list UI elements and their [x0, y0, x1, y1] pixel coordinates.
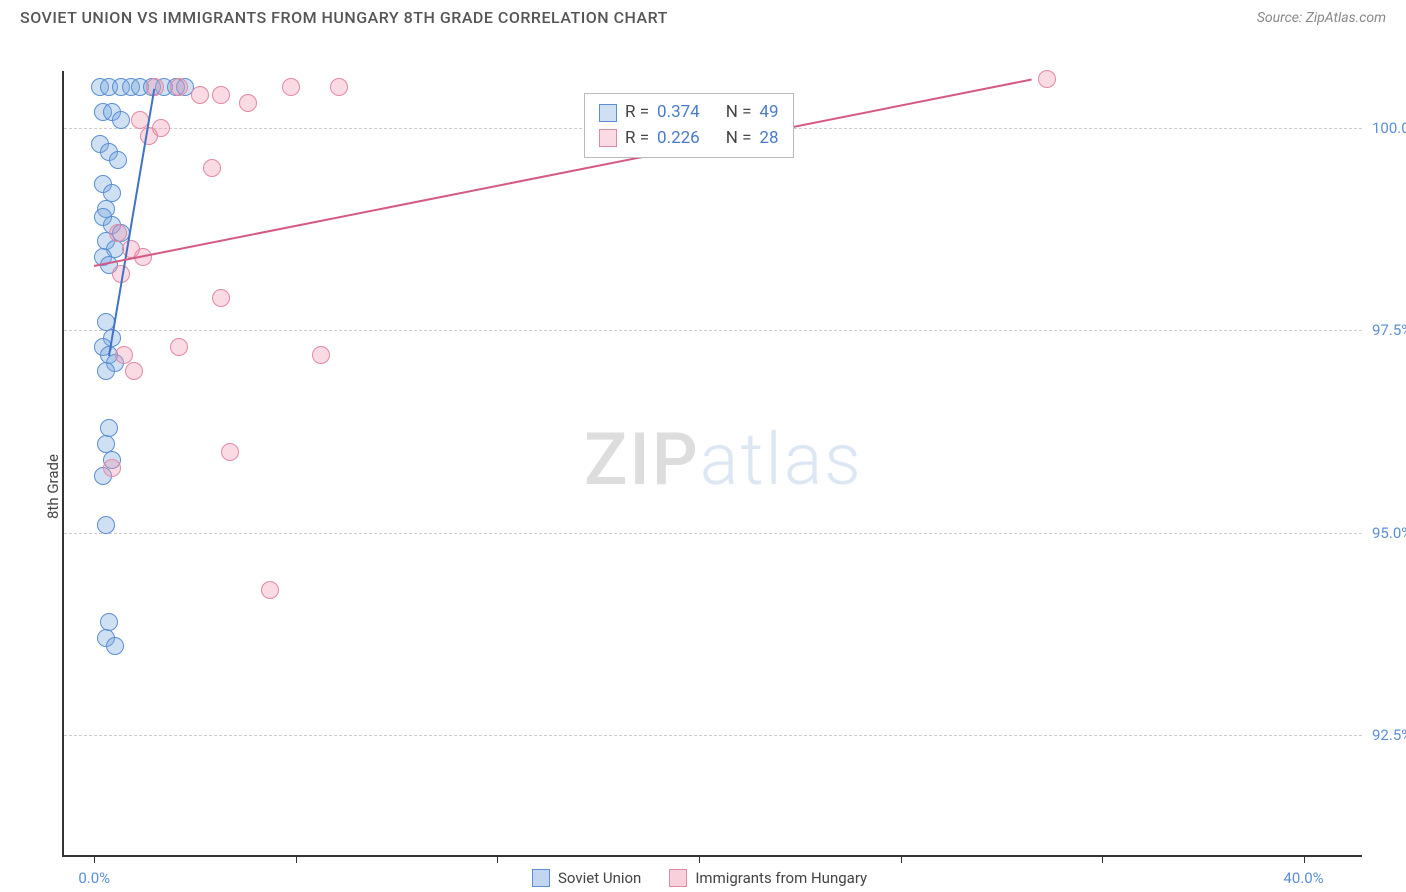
scatter-point: [146, 78, 164, 96]
legend-swatch: [532, 869, 550, 887]
scatter-point: [97, 362, 115, 380]
stats-n-label: N =: [726, 126, 752, 152]
x-tick: [497, 855, 498, 863]
scatter-point: [1038, 70, 1056, 88]
stats-box: R = 0.374 N = 49 R = 0.226 N = 28: [584, 93, 794, 158]
scatter-point: [125, 362, 143, 380]
legend: Soviet Union Immigrants from Hungary: [532, 869, 867, 887]
scatter-point: [221, 443, 239, 461]
scatter-point: [312, 346, 330, 364]
stats-row: R = 0.226 N = 28: [599, 126, 779, 152]
regression-line: [94, 79, 1032, 267]
x-tick: [296, 855, 297, 863]
stats-r-value: 0.374: [657, 100, 700, 126]
scatter-point: [191, 86, 209, 104]
legend-label: Immigrants from Hungary: [695, 869, 867, 887]
stats-n-label: N =: [726, 100, 752, 126]
stats-r-label: R =: [625, 126, 649, 152]
x-tick-label: 40.0%: [1283, 869, 1323, 887]
stats-row: R = 0.374 N = 49: [599, 100, 779, 126]
scatter-point: [97, 516, 115, 534]
scatter-point: [203, 159, 221, 177]
y-tick-label: 100.0%: [1372, 119, 1406, 137]
x-tick: [1102, 855, 1103, 863]
x-tick: [699, 855, 700, 863]
scatter-point: [212, 289, 230, 307]
chart-source: Source: ZipAtlas.com: [1257, 10, 1386, 26]
stats-swatch: [599, 129, 617, 147]
scatter-point: [140, 127, 158, 145]
y-tick-label: 92.5%: [1372, 726, 1406, 744]
stats-swatch: [599, 104, 617, 122]
gridline: [64, 533, 1362, 534]
scatter-point: [170, 338, 188, 356]
stats-r-value: 0.226: [657, 126, 700, 152]
legend-item: Immigrants from Hungary: [669, 869, 867, 887]
scatter-point: [282, 78, 300, 96]
y-tick-label: 97.5%: [1372, 321, 1406, 339]
gridline: [64, 330, 1362, 331]
y-tick-label: 95.0%: [1372, 524, 1406, 542]
scatter-point: [212, 86, 230, 104]
y-axis-label: 8th Grade: [44, 454, 62, 519]
watermark: ZIPatlas: [584, 417, 863, 502]
scatter-point: [330, 78, 348, 96]
scatter-point: [103, 459, 121, 477]
legend-item: Soviet Union: [532, 869, 641, 887]
scatter-point: [261, 581, 279, 599]
plot-area: 92.5%95.0%97.5%100.0%0.0%40.0%ZIPatlasR …: [62, 71, 1362, 857]
scatter-point: [100, 613, 118, 631]
chart-title: SOVIET UNION VS IMMIGRANTS FROM HUNGARY …: [20, 8, 668, 27]
legend-label: Soviet Union: [558, 869, 641, 887]
legend-swatch: [669, 869, 687, 887]
scatter-point: [109, 151, 127, 169]
scatter-point: [100, 419, 118, 437]
scatter-point: [170, 78, 188, 96]
x-tick: [1304, 855, 1305, 863]
scatter-point: [106, 637, 124, 655]
stats-n-value: 49: [759, 100, 778, 126]
stats-n-value: 28: [759, 126, 778, 152]
chart-header: SOVIET UNION VS IMMIGRANTS FROM HUNGARY …: [0, 0, 1406, 31]
gridline: [64, 735, 1362, 736]
x-tick-label: 0.0%: [78, 869, 110, 887]
scatter-point: [112, 111, 130, 129]
x-tick: [94, 855, 95, 863]
scatter-point: [115, 346, 133, 364]
scatter-point: [109, 224, 127, 242]
stats-r-label: R =: [625, 100, 649, 126]
scatter-point: [239, 94, 257, 112]
x-tick: [901, 855, 902, 863]
